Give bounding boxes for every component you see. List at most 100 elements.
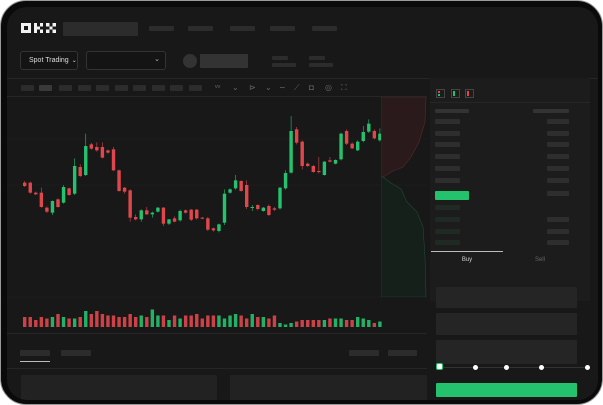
tab-open-orders[interactable] <box>20 350 50 356</box>
volume-bar <box>344 320 349 327</box>
volume-bar <box>111 315 116 327</box>
volume-bar <box>28 317 32 327</box>
nav-item[interactable] <box>270 26 295 31</box>
candle-up <box>261 207 266 211</box>
candle-down <box>128 190 132 218</box>
last-price-badge <box>435 191 469 200</box>
bid-amount <box>547 240 569 245</box>
candle-down <box>344 131 349 144</box>
chevron-down-icon: ⌄ <box>154 56 160 63</box>
candle-down <box>195 209 199 219</box>
timeframe-button[interactable] <box>59 85 72 91</box>
draw-icon[interactable]: ⊳ <box>249 83 256 92</box>
settings-icon[interactable]: ◎ <box>325 83 332 92</box>
timeframe-button[interactable] <box>96 85 109 91</box>
bid-amount <box>547 217 569 222</box>
candle-down <box>350 143 354 149</box>
ask-amount <box>547 191 569 196</box>
ask-amount <box>547 166 569 171</box>
volume-bar <box>95 311 99 327</box>
pair-select[interactable]: ⌄ <box>86 51 166 70</box>
chevron-down-icon[interactable]: ⌄ <box>232 83 239 92</box>
candle-down <box>56 199 60 207</box>
timeframe-button[interactable] <box>133 85 146 91</box>
divider <box>7 96 427 97</box>
fullscreen-icon[interactable]: ⛶ <box>341 83 347 92</box>
candle-up <box>228 189 232 193</box>
volume-bar <box>50 317 55 327</box>
volume-bar <box>200 318 204 327</box>
timeframe-button[interactable] <box>21 85 34 91</box>
timeframe-button[interactable] <box>39 85 52 91</box>
volume-bar <box>278 323 282 327</box>
spot-trading-dropdown[interactable]: Spot Trading ⌄ <box>20 51 78 70</box>
candle-down <box>117 170 121 191</box>
volume-bar <box>372 323 377 327</box>
nav-item[interactable] <box>149 26 174 31</box>
timeframe-button[interactable] <box>189 85 202 91</box>
coin-avatar <box>183 54 197 68</box>
candle-down <box>78 167 82 176</box>
chevron-down-icon[interactable]: ⌄ <box>265 83 272 92</box>
candle-up <box>361 132 365 141</box>
camera-icon[interactable]: ◘ <box>309 83 314 92</box>
book-bids-icon[interactable] <box>451 89 460 98</box>
candle-down <box>256 205 260 209</box>
volume-bar <box>222 318 227 327</box>
candle-up <box>61 187 66 203</box>
slider-mark-50[interactable] <box>504 365 509 370</box>
volume-bar <box>356 317 360 327</box>
slider-handle[interactable] <box>436 363 443 370</box>
candle-down <box>161 207 166 224</box>
candle-down <box>294 129 299 143</box>
book-asks-icon[interactable] <box>465 89 474 98</box>
volume-bar <box>250 314 254 327</box>
timeframe-button[interactable] <box>115 85 128 91</box>
candle-up <box>278 187 282 209</box>
nav-item[interactable] <box>188 26 213 31</box>
slider-mark-100[interactable] <box>585 365 590 370</box>
candle-up <box>333 160 338 164</box>
volume-bar <box>128 314 132 327</box>
ruler-icon[interactable]: ⟋ <box>294 83 300 92</box>
amount-slider-track[interactable] <box>439 367 589 368</box>
tab-buy[interactable]: Buy <box>461 257 473 263</box>
search-box[interactable] <box>63 22 138 36</box>
line-icon[interactable]: ∼ <box>279 83 286 92</box>
bid-depth-area <box>381 176 427 297</box>
candlestick-chart[interactable] <box>7 97 427 333</box>
candle-down <box>206 218 210 230</box>
volume-bar <box>56 314 60 327</box>
ask-amount <box>547 119 569 124</box>
filter-button[interactable] <box>388 350 417 356</box>
buy-button[interactable] <box>436 383 577 397</box>
timeframe-button[interactable] <box>152 85 165 91</box>
candle-up <box>222 193 227 223</box>
slider-mark-75[interactable] <box>539 365 544 370</box>
indicator-icon[interactable]: ᵛᵛ <box>215 83 221 92</box>
timeframe-button[interactable] <box>78 85 91 91</box>
nav-item[interactable] <box>230 26 255 31</box>
buy-tab-indicator <box>431 251 503 252</box>
order-book <box>430 78 590 301</box>
volume-bar <box>117 317 121 327</box>
candle-down <box>200 217 204 219</box>
volume-bar <box>139 315 143 327</box>
volume-bar <box>239 315 243 327</box>
timeframe-button[interactable] <box>170 85 183 91</box>
total-input[interactable] <box>436 340 577 364</box>
chevron-down-icon: ⌄ <box>71 58 77 64</box>
slider-mark-25[interactable] <box>473 365 478 370</box>
volume-bar <box>333 318 338 327</box>
tab-order-history[interactable] <box>61 350 91 356</box>
price-input[interactable] <box>436 287 577 308</box>
candle-up <box>167 219 171 224</box>
amount-input[interactable] <box>436 313 577 335</box>
candle-down <box>145 210 149 215</box>
nav-item[interactable] <box>312 26 337 31</box>
candle-down <box>306 163 310 166</box>
tab-sell[interactable]: Sell <box>534 257 545 263</box>
filter-button[interactable] <box>349 350 379 356</box>
book-both-icon[interactable] <box>436 89 445 98</box>
stat-value <box>309 63 333 67</box>
